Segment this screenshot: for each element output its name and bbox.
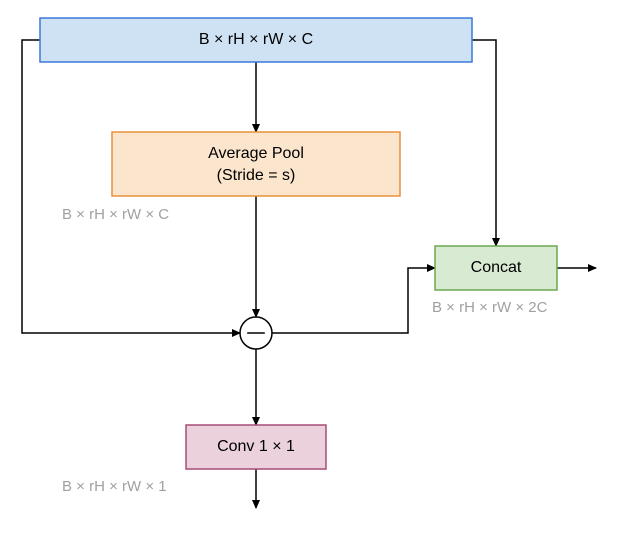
node-avgpool: Average Pool (Stride = s) [112, 132, 400, 196]
node-conv: Conv 1 × 1 [186, 425, 326, 469]
concat-label: Concat [471, 259, 522, 276]
avgpool-title: Average Pool [208, 145, 304, 162]
annotation-after-conv: B × rH × rW × 1 [62, 478, 167, 495]
node-input: B × rH × rW × C [40, 18, 472, 62]
avgpool-subtitle: (Stride = s) [217, 167, 296, 184]
input-shape-label: B × rH × rW × C [199, 31, 313, 48]
annotation-after-concat: B × rH × rW × 2C [432, 299, 548, 316]
conv-label: Conv 1 × 1 [217, 438, 295, 455]
edge-input-right-to-concat [472, 40, 496, 246]
edge-minus-to-concat [272, 268, 435, 333]
flowchart-canvas: B × rH × rW × C Average Pool (Stride = s… [0, 0, 624, 552]
node-minus [240, 317, 272, 349]
annotation-after-pool: B × rH × rW × C [62, 206, 169, 223]
node-concat: Concat [435, 246, 557, 290]
